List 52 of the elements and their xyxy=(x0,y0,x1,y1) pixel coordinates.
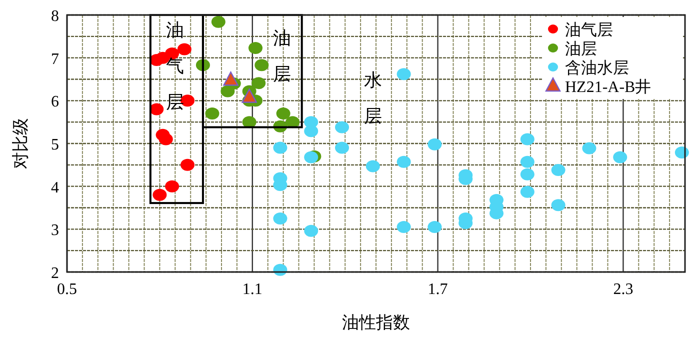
y-tick-label: 4 xyxy=(51,179,59,196)
point xyxy=(152,188,167,201)
point xyxy=(252,77,266,90)
point xyxy=(248,42,262,54)
y-axis-title: 对比级 xyxy=(11,118,30,169)
point xyxy=(520,168,534,180)
point xyxy=(428,221,442,234)
point xyxy=(396,221,411,234)
point xyxy=(273,212,288,224)
point xyxy=(211,16,226,28)
point xyxy=(205,108,220,120)
y-tick-label: 3 xyxy=(51,222,59,240)
point xyxy=(396,156,411,168)
point xyxy=(150,103,164,116)
point xyxy=(335,121,350,134)
point xyxy=(520,186,534,198)
x-tick-label: 1.1 xyxy=(242,281,262,298)
point xyxy=(613,151,628,164)
y-tick-label: 8 xyxy=(51,8,59,25)
legend-label: 含油水层 xyxy=(565,59,629,77)
point xyxy=(177,43,192,56)
x-axis-title: 油性指数 xyxy=(342,313,410,332)
point xyxy=(165,180,180,192)
point xyxy=(276,108,290,120)
point xyxy=(304,125,318,138)
y-tick-label: 7 xyxy=(51,50,59,68)
point xyxy=(428,138,442,150)
x-tick-label: 2.3 xyxy=(613,281,634,298)
point xyxy=(520,133,534,146)
point xyxy=(366,160,380,172)
point xyxy=(304,224,318,237)
point xyxy=(520,156,534,168)
legend-label: HZ21-A-B井 xyxy=(565,78,652,96)
point xyxy=(223,72,238,86)
point xyxy=(551,164,566,176)
y-tick-label: 6 xyxy=(51,94,59,111)
point xyxy=(158,133,173,146)
x-tick-label: 0.5 xyxy=(57,281,77,298)
legend-label: 油气层 xyxy=(565,21,613,39)
point xyxy=(551,199,566,212)
x-tick-label: 1.7 xyxy=(428,281,448,298)
point xyxy=(582,142,596,154)
point xyxy=(273,142,288,154)
point xyxy=(304,151,318,164)
point xyxy=(335,142,350,154)
point xyxy=(254,59,269,72)
y-tick-label: 2 xyxy=(51,265,59,282)
y-tick-label: 5 xyxy=(51,136,59,154)
point xyxy=(242,88,257,103)
point xyxy=(396,68,411,80)
point xyxy=(180,158,195,171)
legend-label: 油层 xyxy=(565,40,597,58)
